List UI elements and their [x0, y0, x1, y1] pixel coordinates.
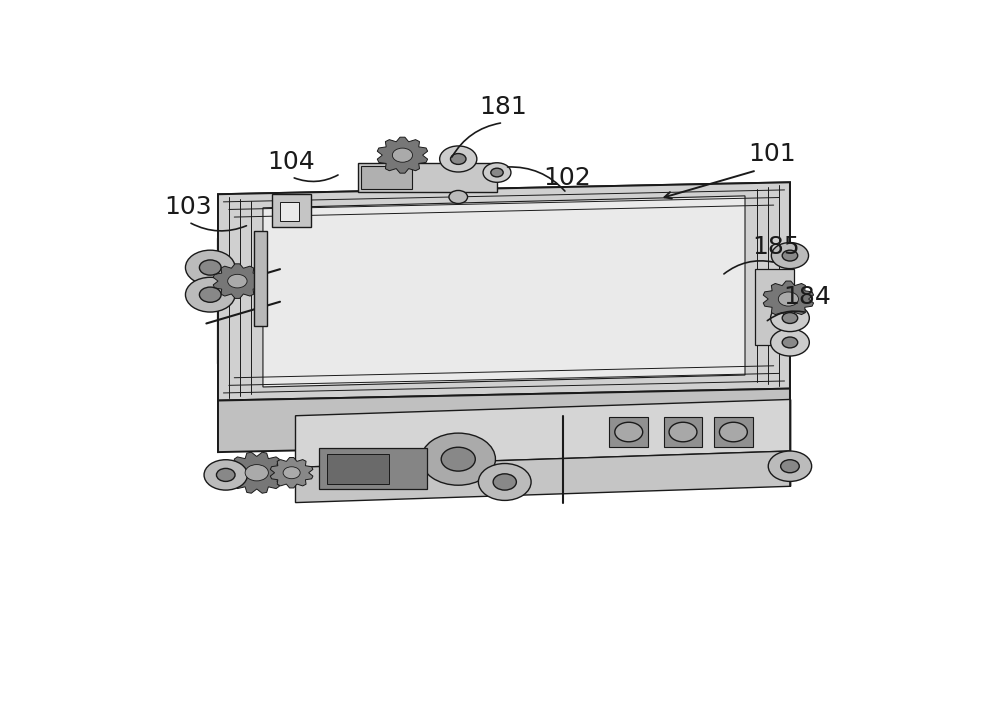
Polygon shape — [664, 417, 702, 447]
Circle shape — [483, 163, 511, 183]
Circle shape — [421, 433, 495, 485]
Circle shape — [771, 329, 809, 356]
Circle shape — [478, 463, 531, 501]
Polygon shape — [319, 448, 427, 489]
Circle shape — [719, 422, 747, 442]
Polygon shape — [218, 183, 790, 246]
Text: 181: 181 — [479, 95, 527, 119]
Polygon shape — [280, 202, 299, 221]
Circle shape — [782, 312, 798, 324]
Polygon shape — [296, 451, 790, 503]
Circle shape — [778, 292, 798, 306]
Polygon shape — [361, 166, 412, 189]
Polygon shape — [296, 400, 790, 467]
Polygon shape — [218, 183, 790, 400]
Circle shape — [199, 287, 221, 302]
Polygon shape — [755, 269, 794, 345]
Polygon shape — [218, 388, 790, 452]
Circle shape — [228, 274, 247, 288]
Polygon shape — [377, 137, 428, 173]
Circle shape — [449, 190, 468, 204]
Circle shape — [216, 468, 235, 482]
Circle shape — [768, 451, 812, 482]
Polygon shape — [358, 163, 497, 192]
Polygon shape — [326, 454, 388, 484]
Circle shape — [771, 305, 809, 331]
Circle shape — [283, 467, 300, 479]
Polygon shape — [213, 264, 262, 298]
Text: 103: 103 — [165, 195, 212, 219]
Circle shape — [782, 337, 798, 348]
Text: 102: 102 — [543, 166, 591, 190]
Circle shape — [615, 422, 643, 442]
Circle shape — [185, 277, 235, 312]
Polygon shape — [763, 281, 814, 317]
Circle shape — [450, 154, 466, 164]
Text: 104: 104 — [268, 149, 316, 173]
Polygon shape — [272, 195, 311, 227]
Polygon shape — [609, 417, 648, 447]
Polygon shape — [227, 452, 286, 494]
Text: 185: 185 — [752, 235, 800, 259]
Circle shape — [204, 460, 247, 490]
Polygon shape — [263, 196, 745, 387]
Circle shape — [440, 146, 477, 172]
Text: 101: 101 — [748, 142, 796, 166]
Circle shape — [491, 168, 503, 177]
Circle shape — [771, 243, 809, 269]
Circle shape — [781, 460, 799, 473]
Polygon shape — [270, 458, 313, 488]
Circle shape — [199, 260, 221, 275]
Polygon shape — [714, 417, 753, 447]
Circle shape — [669, 422, 697, 442]
Circle shape — [392, 148, 413, 162]
Circle shape — [185, 250, 235, 285]
Circle shape — [441, 447, 475, 471]
Text: 184: 184 — [783, 286, 831, 309]
Polygon shape — [254, 231, 267, 326]
Circle shape — [493, 474, 516, 490]
Circle shape — [245, 465, 268, 481]
Circle shape — [782, 250, 798, 261]
